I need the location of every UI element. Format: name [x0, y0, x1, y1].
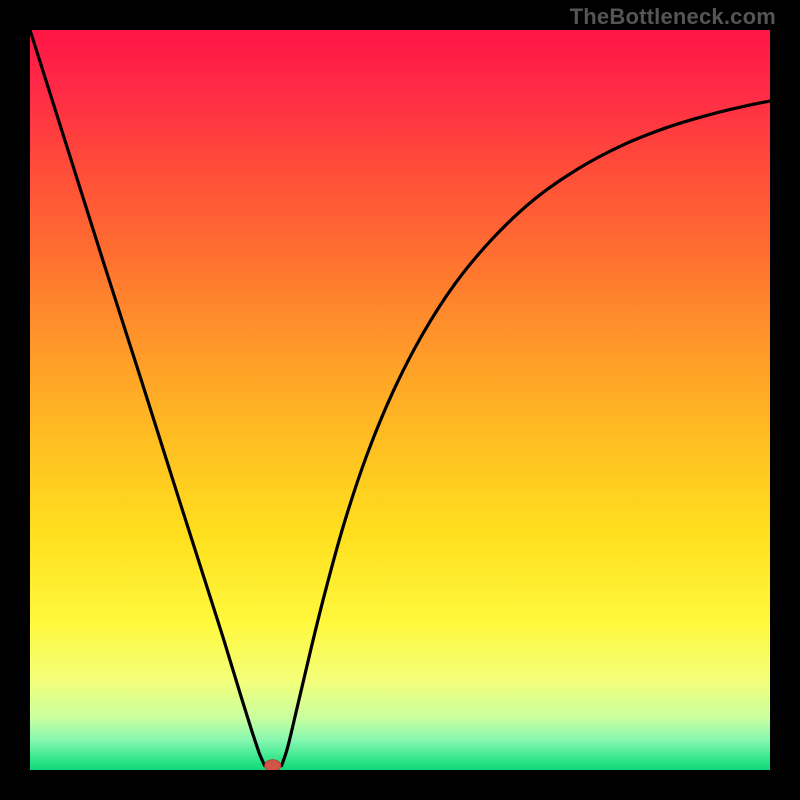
chart-background — [30, 30, 770, 770]
bottleneck-curve-chart — [30, 30, 770, 770]
plot-area — [30, 30, 770, 770]
watermark-text: TheBottleneck.com — [570, 4, 776, 30]
chart-frame: TheBottleneck.com — [0, 0, 800, 800]
optimal-point-marker — [265, 760, 281, 770]
